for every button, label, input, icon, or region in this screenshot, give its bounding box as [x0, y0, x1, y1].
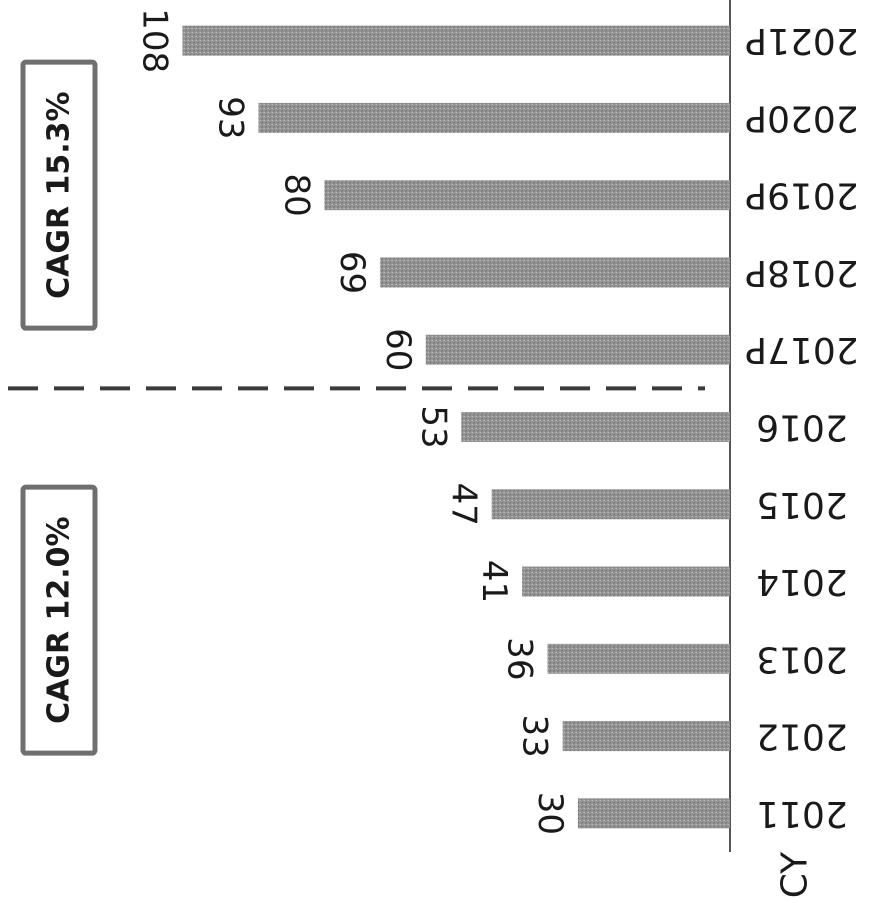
bar-2019p — [324, 180, 730, 211]
category-label-2013: 2013 — [756, 638, 848, 679]
category-label-2017p: 2017P — [745, 329, 858, 370]
cagr-projected-label: CAGR 15.3% — [42, 91, 77, 298]
category-label-2015: 2015 — [756, 484, 848, 525]
bar-2017p — [425, 334, 730, 365]
cagr-box-projected-frame — [20, 59, 98, 331]
category-label-2014: 2014 — [756, 561, 848, 602]
bar-2021p — [182, 25, 730, 56]
category-label-2012: 2012 — [756, 716, 848, 757]
value-label-2016: 53 — [413, 405, 453, 448]
value-label-2011: 30 — [530, 792, 570, 835]
category-label-2018p: 2018P — [745, 252, 858, 293]
value-label-2015: 47 — [444, 483, 484, 526]
category-label-2019p: 2019P — [745, 175, 858, 216]
value-label-2017p: 60 — [378, 328, 418, 371]
category-axis-title: CY — [775, 851, 816, 899]
value-label-2013: 36 — [499, 637, 539, 680]
cagr-box-actual-frame — [20, 484, 98, 756]
tick-labels-layer: 2011 2012 2013 2014 2015 2016 2017P 2018P 2019P 2… — [745, 20, 858, 834]
bar-2011 — [577, 798, 730, 829]
category-label-2011: 2011 — [756, 793, 848, 834]
value-label-2014: 41 — [474, 560, 514, 603]
value-label-2012: 33 — [515, 714, 555, 757]
bars-layer — [182, 25, 730, 829]
cagr-actual-label: CAGR 12.0% — [42, 516, 77, 723]
bar-2013 — [547, 643, 730, 674]
bar-2020p — [258, 102, 730, 133]
bar-2018p — [380, 257, 730, 288]
value-label-2020p: 93 — [210, 96, 250, 139]
bar-2016 — [461, 412, 730, 442]
value-label-2021p: 108 — [134, 8, 174, 73]
category-label-2021p: 2021P — [745, 20, 858, 61]
category-label-2016: 2016 — [756, 407, 848, 448]
value-label-2019p: 80 — [276, 174, 316, 217]
bar-2014 — [522, 566, 730, 597]
cagr-box-actual: CAGR 12.0% — [20, 484, 98, 756]
value-label-2018p: 69 — [332, 251, 372, 294]
bar-2015 — [491, 489, 730, 520]
category-label-2020p: 2020P — [745, 97, 858, 138]
cagr-box-projected: CAGR 15.3% — [20, 59, 98, 331]
bar-2012 — [562, 721, 730, 752]
